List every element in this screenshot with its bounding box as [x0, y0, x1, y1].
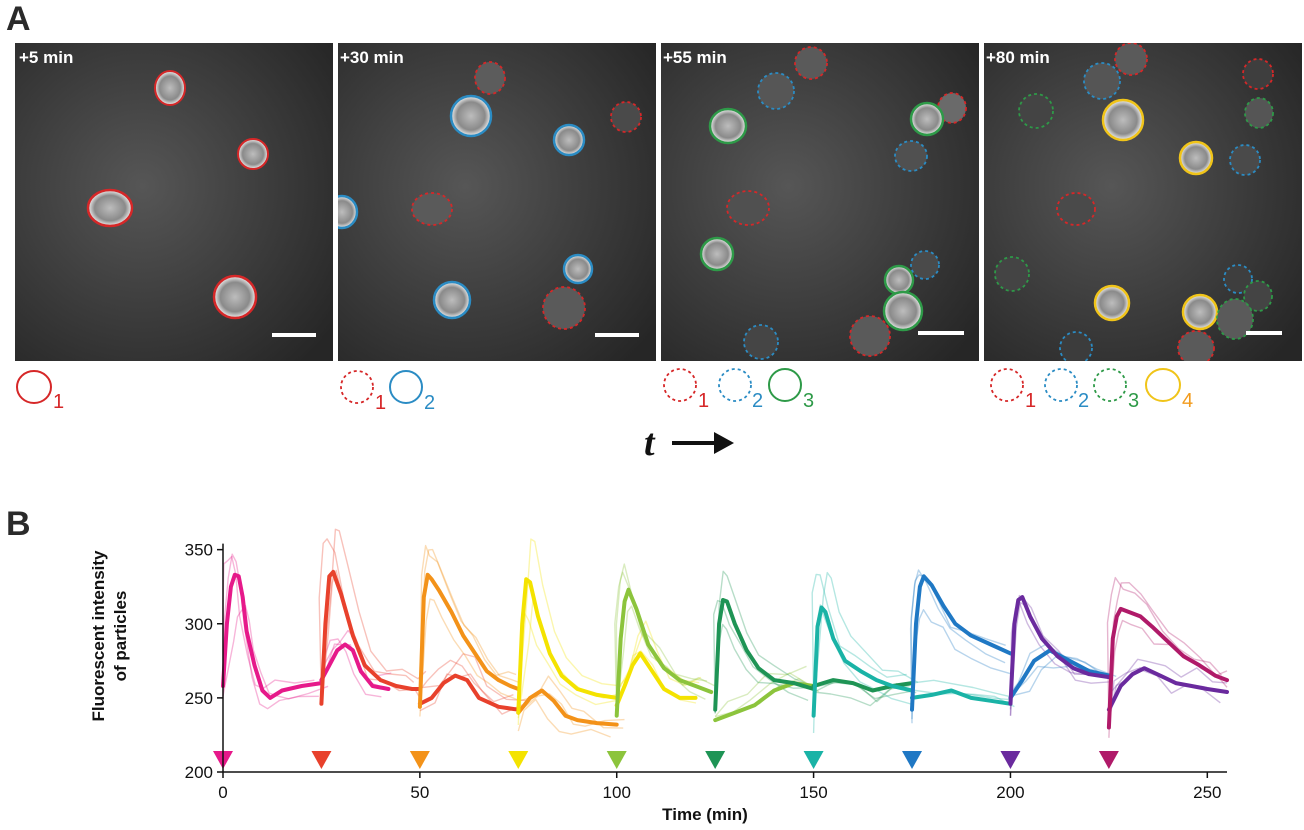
- series-line: [1008, 595, 1111, 706]
- faint-trace: [419, 548, 520, 709]
- micro-panel-3: +55 min: [661, 43, 979, 361]
- event-marker: [1098, 751, 1119, 769]
- legend-number: 1: [1025, 390, 1036, 412]
- series-line: [516, 577, 619, 715]
- x-tick-label: 150: [799, 783, 827, 802]
- faint-trace: [813, 685, 910, 707]
- y-axis-title: of particles: [111, 591, 130, 682]
- faint-trace: [714, 570, 815, 707]
- event-marker: [705, 751, 726, 769]
- faint-trace: [320, 528, 427, 688]
- event-marker: [311, 751, 332, 769]
- legend-panel-1: 1: [15, 368, 95, 418]
- event-marker: [409, 751, 430, 769]
- event-marker: [803, 751, 824, 769]
- faint-trace: [419, 659, 514, 703]
- faint-trace: [812, 571, 919, 711]
- faint-trace: [222, 604, 329, 700]
- faint-trace: [714, 665, 807, 717]
- faint-trace: [1106, 576, 1223, 729]
- faint-trace: [813, 681, 915, 700]
- time-arrow-label: t: [644, 422, 656, 464]
- faint-trace: [1010, 665, 1113, 697]
- faint-trace: [616, 620, 702, 694]
- faint-trace: [713, 599, 809, 714]
- y-tick-label: 200: [185, 763, 213, 782]
- series-line: [713, 598, 816, 712]
- legend-number: 1: [698, 390, 709, 412]
- faint-trace: [1108, 658, 1228, 696]
- series-line: [910, 574, 1013, 712]
- legend-panel-2: 1 2: [338, 368, 458, 418]
- legend-number: 2: [1078, 390, 1089, 412]
- y-tick-label: 300: [185, 615, 213, 634]
- faint-trace: [419, 673, 522, 715]
- faint-trace: [517, 698, 611, 738]
- legend-number: 2: [752, 390, 763, 412]
- y-tick-label: 350: [185, 541, 213, 560]
- faint-trace: [517, 612, 616, 726]
- series-line: [319, 642, 391, 691]
- series-line: [319, 569, 422, 706]
- timepoint-label: +5 min: [19, 48, 73, 67]
- faint-trace: [1009, 643, 1106, 694]
- series-line: [1106, 666, 1229, 712]
- legend-number: 1: [53, 391, 64, 413]
- timepoint-label: +30 min: [340, 48, 404, 67]
- faint-trace: [1108, 581, 1228, 738]
- faint-trace: [419, 598, 521, 717]
- micro-panel-4: +80 min: [984, 43, 1302, 361]
- y-tick-label: 250: [185, 689, 213, 708]
- series-line: [614, 651, 698, 708]
- micro-panel-1: +5 min: [15, 43, 333, 361]
- faint-trace: [616, 605, 715, 710]
- faint-trace: [222, 555, 315, 690]
- faint-trace: [911, 679, 1013, 698]
- timepoint-label: +80 min: [986, 48, 1050, 67]
- faint-trace: [909, 569, 1006, 724]
- legend-number: 3: [803, 390, 814, 412]
- x-tick-label: 50: [410, 783, 429, 802]
- event-marker: [508, 751, 529, 769]
- series-line: [417, 673, 521, 712]
- faint-trace: [419, 544, 517, 708]
- y-axis-title: Fluorescent intensity: [89, 550, 108, 722]
- chart-axes: Fluorescent intensity of particles Time …: [89, 543, 1227, 824]
- panel-b-label: B: [6, 505, 31, 543]
- x-tick-label: 0: [218, 783, 227, 802]
- faint-trace: [811, 573, 907, 705]
- series-line: [417, 572, 521, 709]
- legend-panel-3: 1 2 3: [661, 368, 831, 418]
- series-line: [1106, 606, 1229, 730]
- x-tick-label: 250: [1193, 783, 1221, 802]
- series-line: [910, 688, 1013, 706]
- panel-a-label: A: [6, 0, 31, 38]
- legend-panel-4: 1 2 3 4: [988, 368, 1208, 418]
- faint-trace: [517, 538, 622, 708]
- legend-number: 4: [1182, 390, 1193, 412]
- series-line: [811, 605, 914, 718]
- timepoint-label: +55 min: [663, 48, 727, 67]
- series-line: [221, 572, 324, 700]
- faint-trace: [910, 574, 1006, 706]
- legend-number: 2: [424, 392, 435, 414]
- series-line: [614, 587, 714, 718]
- series-line: [516, 688, 619, 727]
- event-marker: [902, 751, 923, 769]
- event-marker: [606, 751, 627, 769]
- legend-number: 1: [375, 392, 386, 414]
- intensity-chart: Fluorescent intensity of particles Time …: [89, 528, 1229, 824]
- time-arrow: t: [640, 415, 750, 465]
- micro-panel-2: +30 min: [338, 43, 656, 361]
- legend-number: 3: [1128, 390, 1139, 412]
- event-marker: [1000, 751, 1021, 769]
- faint-trace: [517, 693, 625, 727]
- plot-area: [213, 528, 1229, 769]
- x-tick-label: 200: [996, 783, 1024, 802]
- x-tick-label: 100: [603, 783, 631, 802]
- x-axis-title: Time (min): [662, 805, 748, 824]
